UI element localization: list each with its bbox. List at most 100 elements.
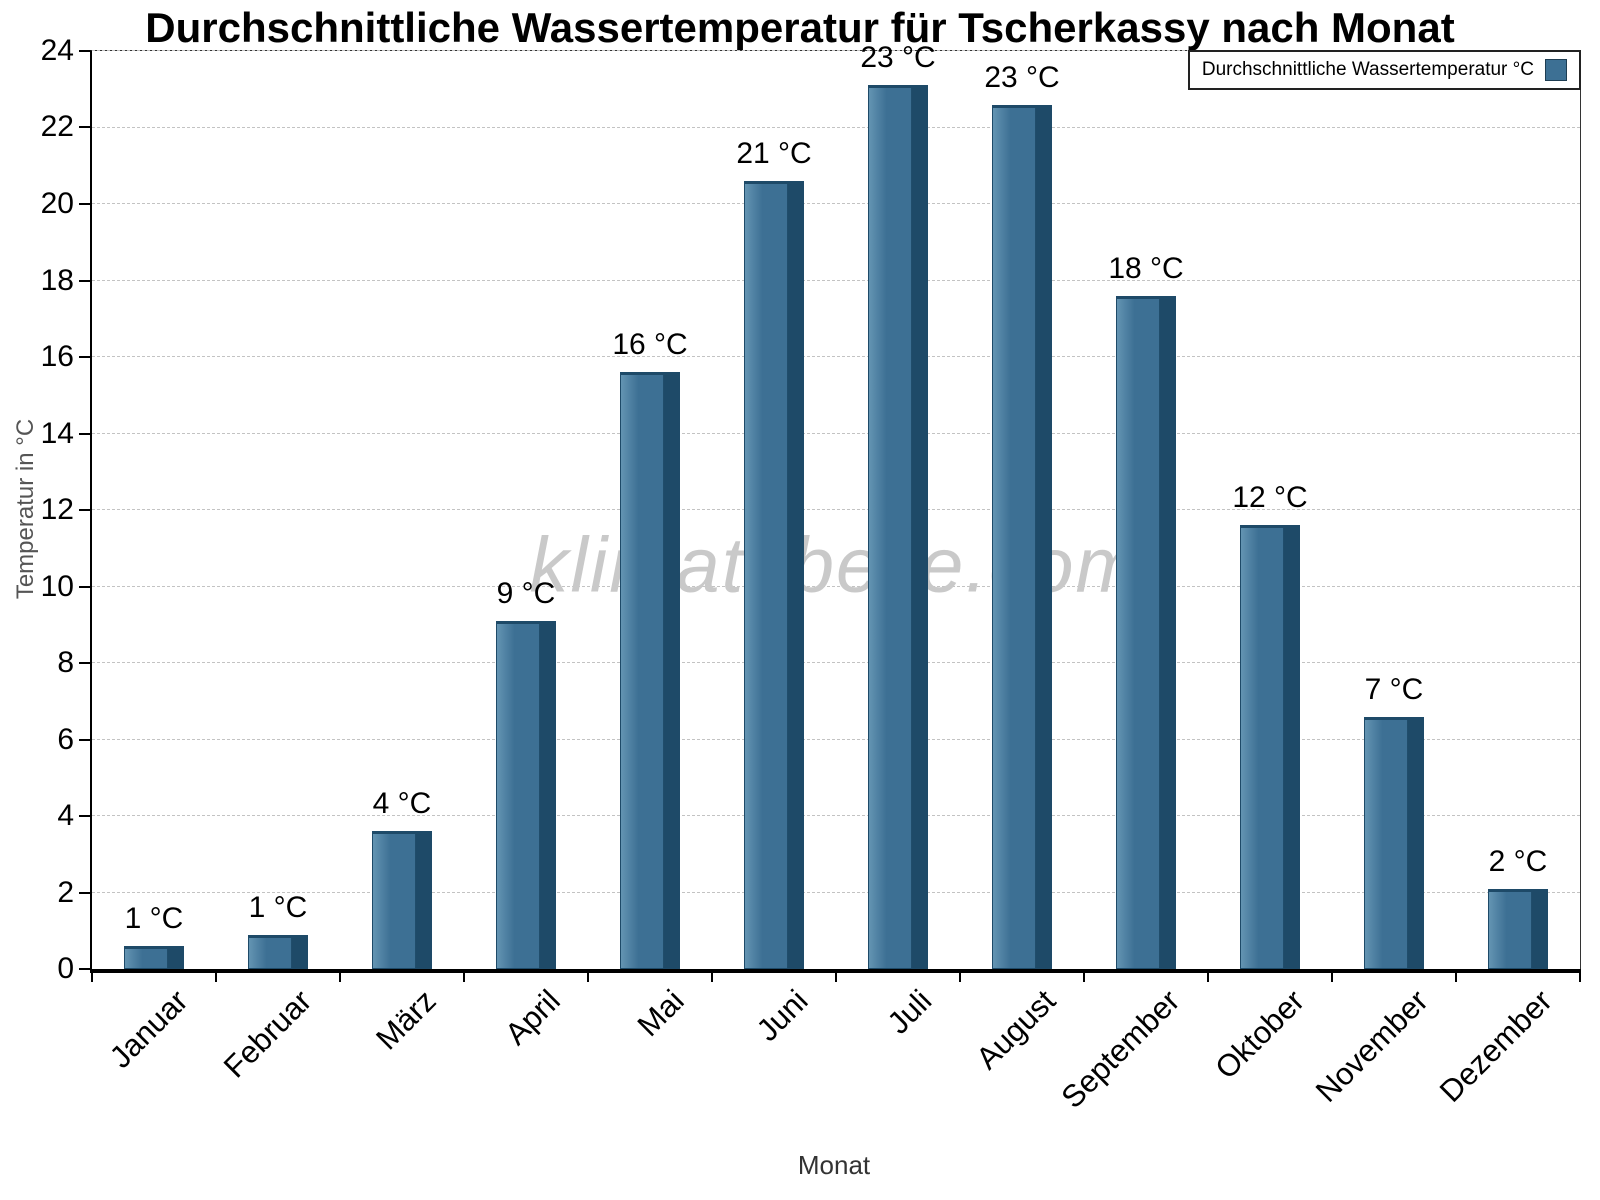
x-tick-mark — [1207, 969, 1209, 982]
x-tick-mark — [959, 969, 961, 982]
y-tick-mark — [79, 432, 90, 435]
y-tick-label: 2 — [57, 875, 74, 909]
x-category-label: August — [969, 983, 1063, 1076]
gridline — [92, 126, 1580, 128]
bar-value-label: 21 °C — [736, 137, 812, 171]
gridline — [92, 432, 1580, 434]
x-tick-mark — [1579, 969, 1581, 982]
y-tick-mark — [79, 279, 90, 282]
y-tick-mark — [79, 355, 90, 358]
y-tick-label: 16 — [40, 339, 74, 373]
y-tick-mark — [79, 891, 90, 894]
y-tick-mark — [79, 661, 90, 664]
gridline — [92, 815, 1580, 817]
bar-juli — [868, 85, 928, 969]
y-tick-label: 22 — [40, 110, 74, 144]
bar-value-label: 23 °C — [860, 41, 936, 75]
gridline — [92, 585, 1580, 587]
bar-value-label: 12 °C — [1232, 481, 1308, 515]
x-tick-mark — [711, 969, 713, 982]
x-tick-mark — [215, 969, 217, 982]
x-tick-mark — [91, 969, 93, 982]
x-axis-ticks — [91, 51, 1581, 982]
gridline — [92, 50, 1580, 51]
bar-value-label: 2 °C — [1488, 844, 1548, 878]
x-category-label: Oktober — [1208, 983, 1311, 1086]
y-axis-ticks: 0 2 4 6 8 10 12 14 16 18 20 22 24 — [41, 34, 1580, 985]
y-tick-mark — [79, 585, 90, 588]
y-tick-label: 10 — [40, 569, 74, 603]
y-tick-mark — [79, 126, 90, 129]
chart-title: Durchschnittliche Wassertemperatur für T… — [145, 4, 1455, 51]
bar-august — [992, 104, 1052, 969]
x-category-label: Juli — [881, 983, 939, 1041]
y-tick-mark — [79, 50, 90, 52]
gridline — [92, 203, 1580, 204]
bar-märz — [372, 831, 432, 969]
gridlines-layer — [92, 50, 1580, 969]
gridline — [92, 356, 1580, 358]
y-tick-label: 24 — [40, 34, 74, 67]
plot-area: klimatabelle.com 1 °C 1 °C 4 °C 9 °C 16 °C 21… — [41, 34, 1581, 1115]
gridline — [92, 738, 1580, 740]
y-tick-label: 4 — [57, 799, 74, 832]
bar-value-label: 16 °C — [612, 328, 688, 362]
x-tick-mark — [339, 969, 341, 982]
bar-april — [496, 620, 556, 969]
y-tick-label: 14 — [40, 416, 74, 450]
x-tick-mark — [1331, 969, 1333, 982]
bar-september — [1116, 295, 1176, 969]
x-category-label: Dezember — [1432, 983, 1559, 1109]
bar-dezember — [1488, 888, 1548, 969]
y-tick-label: 8 — [57, 645, 74, 679]
x-category-label: Mai — [630, 983, 691, 1044]
bars-layer: 1 °C 1 °C 4 °C 9 °C 16 °C 21 °C 23 °C 23 °C 18 °… — [92, 41, 1580, 969]
x-category-label: Februar — [217, 983, 319, 1085]
bar-value-label: 23 °C — [984, 60, 1060, 94]
y-tick-label: 0 — [57, 952, 74, 985]
legend-swatch — [1545, 59, 1567, 81]
y-tick-label: 20 — [40, 186, 74, 220]
gridline — [92, 891, 1580, 893]
bar-juni — [744, 181, 804, 969]
bar-mai — [620, 372, 680, 969]
bar-januar — [124, 946, 184, 969]
bar-value-label: 4 °C — [372, 787, 432, 821]
y-tick-mark — [79, 815, 90, 817]
x-category-label: April — [498, 983, 567, 1052]
y-tick-label: 12 — [40, 493, 74, 526]
x-category-label: November — [1308, 983, 1435, 1109]
x-tick-mark — [835, 969, 837, 982]
bar-value-label: 1 °C — [248, 890, 308, 924]
gridline — [92, 509, 1580, 510]
x-category-label: März — [369, 983, 443, 1057]
x-tick-mark — [1083, 969, 1085, 982]
y-tick-mark — [79, 509, 90, 511]
x-category-label: Juni — [749, 983, 815, 1048]
x-category-label: Januar — [102, 983, 195, 1075]
legend: Durchschnittliche Wassertemperatur °C — [1187, 50, 1581, 90]
x-tick-mark — [587, 969, 589, 982]
x-category-label: September — [1054, 983, 1187, 1115]
bar-oktober — [1240, 525, 1300, 969]
x-tick-mark — [463, 969, 465, 982]
bar-februar — [248, 934, 308, 969]
bar-value-label: 18 °C — [1108, 251, 1184, 285]
legend-label: Durchschnittliche Wassertemperatur °C — [1201, 59, 1534, 80]
y-tick-mark — [79, 968, 90, 970]
y-axis-title: Temperatur in °C — [12, 418, 39, 600]
bar-value-label: 7 °C — [1364, 672, 1424, 706]
bar-november — [1364, 716, 1424, 969]
y-tick-mark — [79, 202, 90, 205]
gridline — [92, 662, 1580, 664]
bar-value-label: 1 °C — [124, 902, 184, 936]
y-tick-label: 6 — [57, 722, 74, 756]
gridline — [92, 279, 1580, 281]
x-tick-mark — [1455, 969, 1457, 982]
x-axis-title: Monat — [797, 1150, 871, 1180]
bar-value-label: 9 °C — [496, 576, 556, 610]
y-tick-mark — [79, 738, 90, 741]
x-axis-labels: Januar Februar März April Mai Juni Juli August S… — [92, 51, 1580, 1115]
y-tick-label: 18 — [40, 263, 74, 297]
